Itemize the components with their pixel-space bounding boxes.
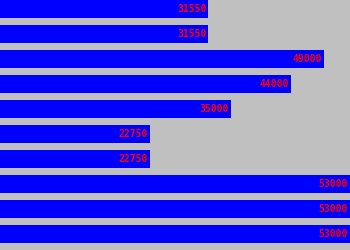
Bar (0, 100, 231, 118)
Text: 31550: 31550 (177, 29, 206, 39)
Text: 35000: 35000 (200, 104, 229, 114)
Bar (0, 175, 350, 193)
Text: 53000: 53000 (318, 179, 348, 189)
Bar (0, 25, 208, 43)
Bar (0, 225, 350, 243)
Bar (0, 75, 290, 93)
Bar (0, 200, 350, 218)
Text: 44000: 44000 (259, 79, 288, 89)
Bar (0, 150, 150, 168)
Text: 22750: 22750 (119, 129, 148, 139)
Text: 49000: 49000 (292, 54, 322, 64)
Text: 31550: 31550 (177, 4, 206, 14)
Text: 53000: 53000 (318, 204, 348, 214)
Bar (0, 50, 324, 68)
Text: 53000: 53000 (318, 229, 348, 239)
Bar (0, 0, 208, 18)
Text: 22750: 22750 (119, 154, 148, 164)
Bar (0, 125, 150, 143)
